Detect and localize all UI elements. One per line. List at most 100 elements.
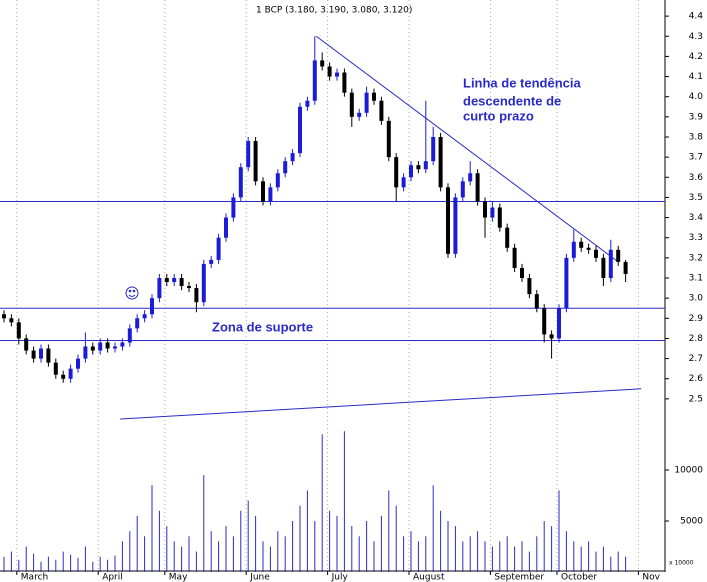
candle-body [542,308,547,335]
candle-body [120,342,125,347]
candle-body [312,60,317,101]
candle-body [364,92,369,113]
candle-body [520,267,524,279]
trend-line [315,35,619,263]
candle-body [187,286,191,289]
x-tick-label: March [21,573,48,582]
x-tick-label: July [331,573,349,582]
y-tick-label: 3.0 [689,294,704,304]
candle-body [98,342,103,351]
x-tick-label: Nov [642,573,660,582]
candle-body [416,165,421,170]
y-tick-label: 4.3 [689,32,703,42]
volume-tick-label: 5000 [680,517,703,527]
candle-body [113,346,117,349]
y-tick-label: 3.3 [689,233,703,243]
candle-body [342,72,347,93]
candle-body [76,358,80,369]
candle-body [608,249,613,279]
candle-body [394,157,399,188]
candle-body [512,247,517,268]
annotation: curto prazo [463,108,534,123]
candle-body [579,241,584,248]
candle-body [127,328,132,343]
y-tick-label: 3.7 [689,153,703,163]
candle-body [83,346,88,359]
candle-body [490,207,495,218]
candle-body [157,278,162,299]
chart-title: 1 BCP (3.180, 3.190, 3.080, 3.120) [256,6,412,16]
candle-body [24,338,29,351]
x-tick-label: October [561,573,597,582]
y-tick-label: 4.2 [689,52,703,62]
annotation: descendente de [463,93,561,108]
candle-body [201,263,206,303]
candle-body [31,350,36,359]
y-tick-label: 3.9 [689,112,704,122]
y-tick-label: 3.8 [689,132,704,142]
candle-body [150,298,154,315]
candle-body [246,141,251,168]
x-tick-label: June [249,573,270,582]
candle-body [320,60,325,67]
candle-body [39,348,43,359]
candle-body [253,141,258,182]
candle-body [557,308,561,339]
candle-body [61,374,66,379]
candle-body [105,342,110,349]
y-tick-label: 4.4 [689,12,704,22]
candle-body [438,136,443,188]
y-tick-label: 3.4 [689,213,704,223]
candle-body [53,362,58,375]
volume-tick-label: 10000 [674,466,703,476]
candle-body [379,100,384,121]
candle-body [164,278,169,283]
y-tick-label: 4.1 [689,72,703,82]
annotation: Zona de suporte [212,319,313,334]
y-tick-label: 2.8 [689,334,704,344]
y-tick-label: 3.6 [689,173,704,183]
candle-body [290,153,295,162]
candle-body [357,112,362,117]
candle-body [549,334,554,339]
candle-body [9,318,14,323]
candle-body [594,249,598,258]
y-tick-label: 3.5 [689,193,703,203]
candle-body [372,92,376,101]
candle-body [283,161,288,174]
candle-body [564,257,569,309]
candle-body [386,120,391,158]
candle-body [534,294,539,309]
candle-body [505,227,510,248]
candle-body [179,278,184,287]
x-tick-label: April [102,573,123,582]
candle-body [571,241,576,258]
candle-body [238,167,243,198]
candle-body [475,173,480,202]
y-tick-label: 2.5 [689,394,703,404]
volume-unit: x 10000 [669,560,694,567]
y-tick-label: 2.9 [689,314,704,324]
candle-body [209,259,214,264]
candle-body [268,187,273,202]
y-tick-label: 2.7 [689,354,703,364]
y-tick-label: 3.2 [689,253,703,263]
candle-body [586,247,591,250]
candle-body [616,249,621,262]
y-tick-label: 4.0 [689,92,704,102]
candle-body [261,181,265,202]
annotation: Linha de tendência [463,75,582,90]
candle-body [335,72,339,77]
candle-body [142,314,147,319]
candle-body [68,368,73,379]
candle-body [298,106,302,154]
candle-body [623,261,628,274]
candle-body [468,173,473,182]
trend-line [120,388,642,420]
candle-body [483,201,487,218]
candle-body [216,237,221,260]
candle-body [460,181,465,198]
candle-body [409,165,413,178]
x-tick-label: August [413,573,445,582]
